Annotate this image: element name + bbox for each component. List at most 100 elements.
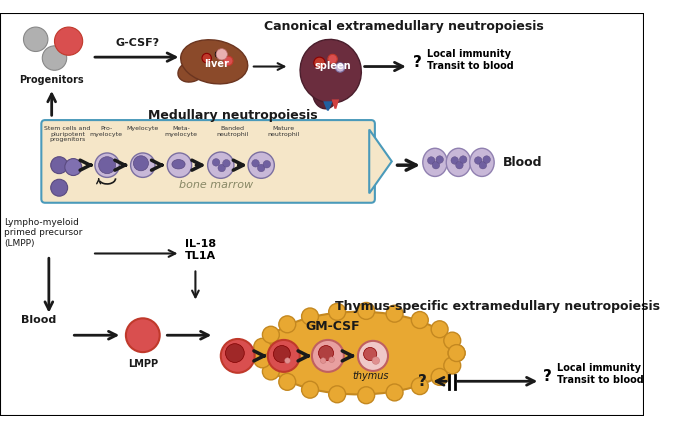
Circle shape (216, 48, 227, 60)
Text: Banded
neutrophil: Banded neutrophil (216, 126, 248, 136)
Text: LMPP: LMPP (127, 359, 158, 369)
Circle shape (273, 346, 290, 363)
Circle shape (212, 159, 220, 166)
Circle shape (364, 347, 377, 361)
Circle shape (314, 57, 325, 68)
Circle shape (262, 326, 279, 343)
Circle shape (134, 156, 149, 171)
Text: Blood: Blood (21, 315, 56, 325)
Circle shape (431, 321, 448, 338)
Text: IL-18: IL-18 (185, 239, 216, 249)
Circle shape (218, 164, 225, 172)
Circle shape (431, 369, 448, 385)
Circle shape (301, 308, 319, 325)
Circle shape (329, 303, 346, 320)
Polygon shape (323, 101, 333, 111)
Circle shape (223, 160, 230, 167)
Circle shape (444, 357, 461, 374)
FancyBboxPatch shape (41, 120, 375, 203)
Text: Canonical extramedullary neutropoiesis: Canonical extramedullary neutropoiesis (264, 21, 544, 33)
Circle shape (436, 156, 443, 163)
Text: TL1A: TL1A (185, 251, 216, 261)
Text: ?: ? (419, 374, 427, 389)
Circle shape (321, 358, 326, 363)
Circle shape (99, 157, 116, 174)
Circle shape (358, 302, 375, 319)
Circle shape (412, 378, 428, 395)
Text: Local immunity
Transit to blood: Local immunity Transit to blood (427, 49, 513, 71)
Text: Progenitors: Progenitors (19, 75, 84, 85)
Circle shape (475, 157, 482, 164)
Text: Myelocyte: Myelocyte (127, 126, 159, 131)
Circle shape (263, 160, 271, 168)
Ellipse shape (423, 148, 447, 176)
Circle shape (258, 164, 265, 172)
Polygon shape (332, 100, 339, 109)
Text: Blood: Blood (503, 156, 542, 169)
Text: Meta-
myelocyte: Meta- myelocyte (165, 126, 198, 136)
Polygon shape (369, 130, 392, 193)
Circle shape (456, 161, 463, 169)
Circle shape (225, 344, 245, 363)
Text: thymus: thymus (352, 371, 388, 381)
Circle shape (51, 157, 68, 174)
Circle shape (279, 373, 296, 390)
Circle shape (336, 63, 345, 72)
Text: Pro-
myelocyte: Pro- myelocyte (90, 126, 123, 136)
Circle shape (248, 152, 274, 178)
Ellipse shape (178, 60, 205, 82)
Text: spleen: spleen (314, 60, 351, 71)
Circle shape (285, 358, 290, 363)
Circle shape (460, 156, 467, 163)
Circle shape (358, 387, 375, 404)
Ellipse shape (470, 148, 494, 176)
Circle shape (95, 153, 119, 177)
Circle shape (358, 341, 388, 371)
Circle shape (451, 157, 458, 164)
Ellipse shape (262, 312, 456, 394)
Circle shape (126, 318, 160, 352)
Circle shape (262, 363, 279, 380)
Circle shape (167, 153, 192, 177)
Circle shape (312, 340, 344, 372)
Circle shape (23, 27, 48, 51)
Circle shape (329, 386, 346, 403)
Ellipse shape (313, 79, 337, 109)
Circle shape (386, 384, 403, 401)
Circle shape (221, 339, 255, 373)
Circle shape (386, 305, 403, 322)
Text: Local immunity
Transit to blood: Local immunity Transit to blood (557, 363, 644, 384)
Circle shape (444, 332, 461, 349)
Circle shape (448, 344, 465, 362)
Circle shape (479, 161, 486, 169)
Circle shape (131, 153, 155, 177)
Circle shape (223, 56, 233, 66)
Circle shape (319, 346, 334, 361)
Circle shape (328, 54, 337, 64)
Circle shape (279, 316, 296, 333)
Circle shape (254, 338, 271, 355)
Circle shape (372, 357, 379, 364)
Circle shape (432, 161, 440, 169)
Text: Stem cells and
pluripotent
progenitors: Stem cells and pluripotent progenitors (45, 126, 91, 142)
Circle shape (202, 53, 212, 63)
Circle shape (268, 340, 300, 372)
Text: bone marrow: bone marrow (179, 180, 253, 190)
Text: Medullary neutropoiesis: Medullary neutropoiesis (148, 109, 318, 122)
Circle shape (65, 159, 82, 175)
Circle shape (427, 157, 435, 164)
Circle shape (208, 152, 234, 178)
Circle shape (483, 156, 490, 163)
Circle shape (215, 51, 223, 58)
Text: ?: ? (543, 369, 552, 384)
Ellipse shape (300, 39, 361, 103)
Text: Mature
neutrophil: Mature neutrophil (268, 126, 300, 136)
Ellipse shape (181, 40, 248, 84)
Text: ?: ? (412, 55, 421, 70)
Circle shape (329, 357, 334, 363)
Ellipse shape (446, 148, 471, 176)
Circle shape (252, 160, 260, 167)
Circle shape (301, 381, 319, 398)
Circle shape (42, 46, 66, 70)
Circle shape (51, 179, 68, 196)
